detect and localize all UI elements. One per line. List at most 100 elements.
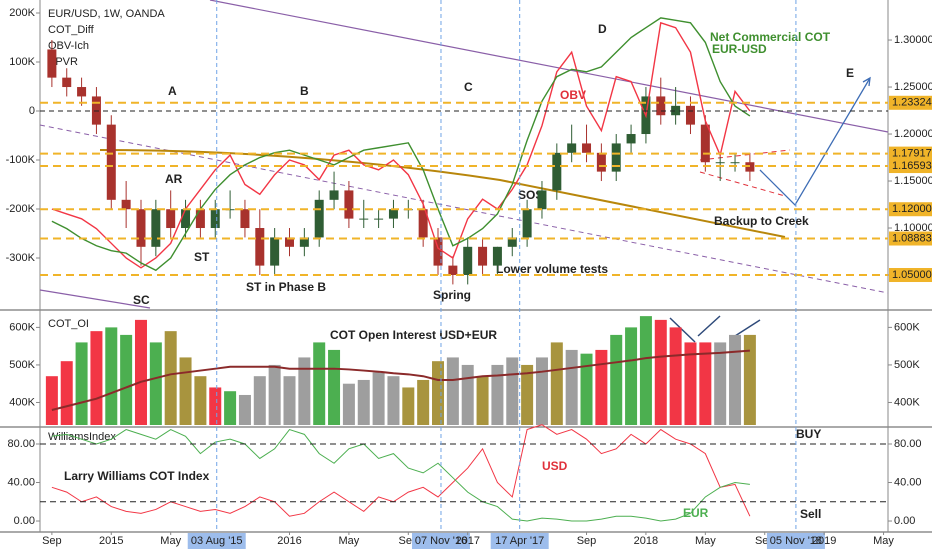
x-tick-label: 2016 <box>277 535 301 547</box>
candle-body <box>359 218 369 220</box>
annotation: Backup to Creek <box>714 214 809 228</box>
series-line <box>51 424 751 517</box>
candle-body <box>626 134 636 144</box>
candle-body <box>611 143 621 172</box>
candle-body <box>418 209 428 238</box>
event-label-box <box>766 533 825 549</box>
x-tick-label: May <box>339 535 360 547</box>
y-tick-label: -200K <box>6 203 36 215</box>
candle-body <box>181 209 191 229</box>
candle-body <box>522 209 532 238</box>
bar <box>75 342 88 425</box>
candle-body <box>388 209 398 219</box>
annotation: SC <box>133 293 150 307</box>
candle-body <box>730 162 740 164</box>
candle-body <box>151 209 161 247</box>
bar <box>535 357 548 425</box>
candle-body <box>463 246 473 276</box>
level-label-box <box>889 268 932 283</box>
bar <box>283 376 296 425</box>
series-label: USD <box>542 459 568 473</box>
candle-body <box>433 237 443 266</box>
bar <box>90 331 103 425</box>
bar <box>610 334 623 425</box>
annotation: ST <box>194 250 210 264</box>
candle-body <box>656 96 666 116</box>
candle-body <box>284 237 294 247</box>
y-tick-label: 40.00 <box>894 476 922 488</box>
bar <box>714 342 727 425</box>
bar <box>595 349 608 425</box>
annotation: COT Open Interest USD+EUR <box>330 328 497 342</box>
bar <box>120 334 133 425</box>
annotation: E <box>846 66 854 80</box>
series-label: Net Commercial COT <box>710 30 831 44</box>
annotation: SOS <box>518 188 543 202</box>
candle-body <box>62 77 72 88</box>
candle-body <box>329 190 339 200</box>
candle-body <box>344 190 354 219</box>
series-line <box>51 428 750 522</box>
candle-body <box>685 105 695 125</box>
x-tick-label: 05 Nov '18 <box>770 535 822 547</box>
y-tick-label: 0.00 <box>894 515 915 527</box>
bar <box>194 376 207 425</box>
y-tick-label: 500K <box>9 359 35 371</box>
x-tick-label: May <box>873 535 894 547</box>
bar <box>149 342 162 425</box>
bar <box>134 319 147 425</box>
candle-body <box>225 209 235 211</box>
annotation: Sell <box>800 507 821 521</box>
candle-body <box>671 105 681 116</box>
x-tick-label: Sep <box>42 535 62 547</box>
y-tick-label: 100K <box>9 56 35 68</box>
y-tick-label: 400K <box>9 396 35 408</box>
annotation: BUY <box>796 427 821 441</box>
bar <box>565 349 578 425</box>
candle-body <box>121 199 131 210</box>
candle-body <box>136 209 146 247</box>
annotation: ST in Phase B <box>246 280 326 294</box>
x-tick-label: Sep <box>577 535 597 547</box>
bar <box>476 376 489 425</box>
bar <box>743 334 756 425</box>
level-label: 1.23324 <box>892 97 932 109</box>
candle-body <box>299 237 309 247</box>
bar <box>328 349 341 425</box>
y-tick-label: 200K <box>9 7 35 19</box>
bar <box>60 361 73 425</box>
trend-line <box>39 289 151 309</box>
legend-indicator: COT_Diff <box>48 24 95 36</box>
bar <box>357 379 370 425</box>
trend-line <box>209 0 889 133</box>
bar <box>654 319 667 425</box>
bar <box>224 391 237 425</box>
annotation: C <box>464 80 473 94</box>
annotation: A <box>168 84 177 98</box>
y-tick-label: 80.00 <box>7 438 35 450</box>
level-label: 1.05000 <box>892 269 932 281</box>
bar <box>164 331 177 425</box>
bar <box>461 364 474 425</box>
level-label: 1.17917 <box>892 148 932 160</box>
level-label-box <box>889 231 932 246</box>
x-tick-label: May <box>695 535 716 547</box>
bar <box>387 376 400 425</box>
bar <box>253 376 266 425</box>
legend-indicator: OBV-Ich <box>48 40 89 52</box>
arrow-head <box>862 76 871 87</box>
y-tick-label: 1.20000 <box>894 128 932 140</box>
y-tick-label: -100K <box>6 154 36 166</box>
bar <box>402 387 415 425</box>
candle-body <box>567 143 577 153</box>
bar <box>432 361 445 425</box>
candle-body <box>507 237 517 247</box>
level-label-box <box>889 159 932 174</box>
channel-line <box>699 149 791 161</box>
channel-line <box>699 171 786 197</box>
x-tick-label: 2019 <box>812 535 836 547</box>
annotation: Spring <box>433 288 471 302</box>
y-tick-label: 0 <box>29 105 35 117</box>
arrow <box>697 315 721 337</box>
x-tick-label: 2018 <box>634 535 658 547</box>
